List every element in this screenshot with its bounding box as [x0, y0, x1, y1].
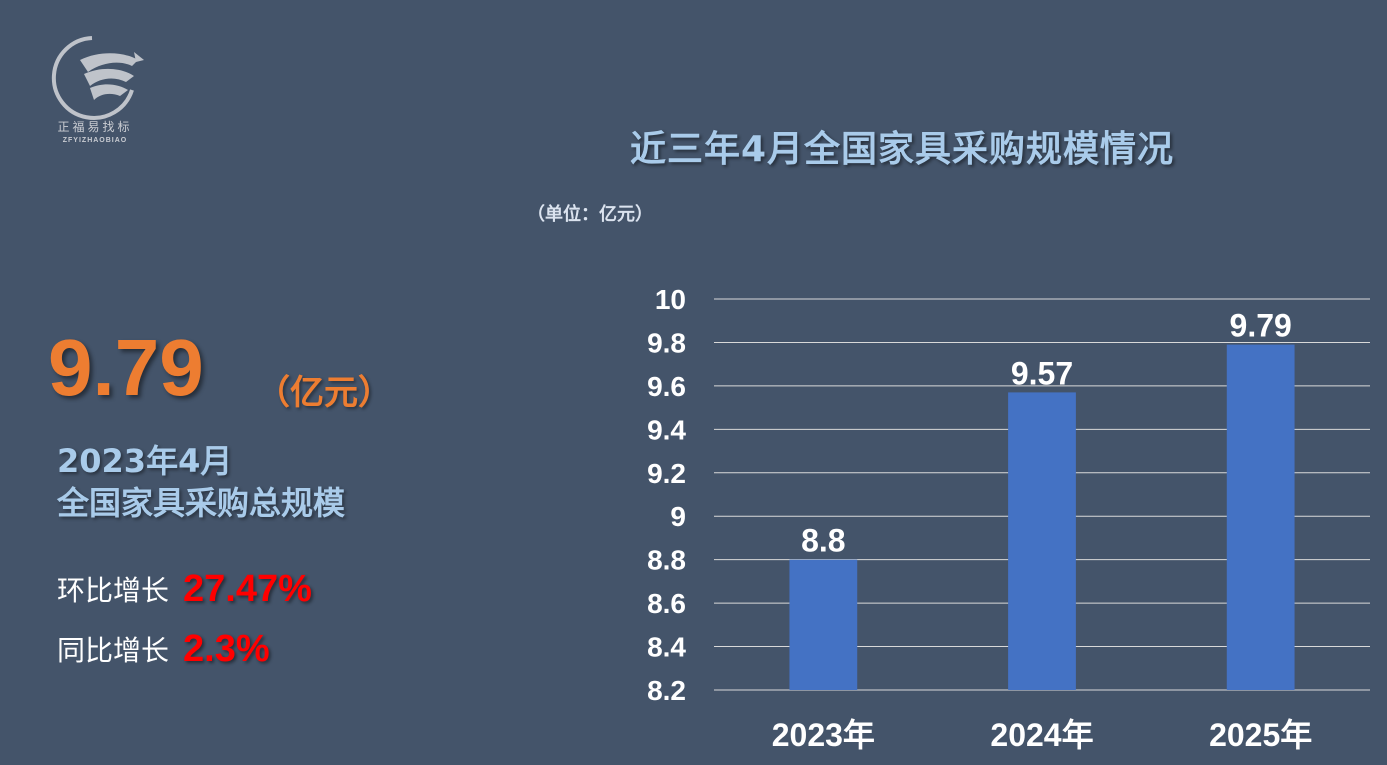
y-tick-label: 8.6 [647, 588, 686, 619]
eagle-logo-icon [51, 36, 144, 120]
y-tick-label: 8.2 [647, 675, 686, 706]
y-tick-label: 8.4 [647, 632, 686, 663]
x-category-label: 2025年 [1209, 717, 1312, 753]
stat-mom: 环比增长 27.47% [57, 565, 312, 613]
y-tick-label: 10 [655, 284, 686, 315]
y-tick-label: 9.4 [647, 414, 686, 445]
stat-yoy-value: 2.3% [183, 627, 270, 670]
data-label: 9.79 [1230, 308, 1292, 344]
bar [789, 559, 858, 690]
x-category-label: 2024年 [990, 717, 1093, 753]
y-tick-label: 9.8 [647, 327, 686, 358]
data-label: 9.57 [1011, 355, 1073, 391]
chart-title: 近三年4月全国家具采购规模情况 [630, 129, 1175, 170]
stat-mom-value: 27.47% [183, 567, 312, 610]
data-label: 8.8 [801, 523, 845, 559]
y-tick-label: 9.6 [647, 371, 686, 402]
headline-unit: （亿元） [256, 373, 392, 413]
bar [1008, 392, 1076, 690]
stat-yoy: 同比增长 2.3% [57, 625, 270, 673]
y-tick-label: 9.2 [647, 458, 686, 489]
stat-mom-label: 环比增长 [57, 574, 170, 607]
logo-name-cn: 正福易找标 [57, 120, 133, 134]
x-category-label: 2023年 [772, 717, 875, 753]
logo-name-en: ZFYIZHAOBIAO [62, 137, 128, 144]
headline-period-date: 2023年4月 [57, 442, 233, 480]
y-tick-label: 9 [670, 501, 686, 532]
stat-yoy-label: 同比增长 [57, 634, 170, 667]
headline-value: 9.79 [48, 323, 204, 412]
headline-period: 2023年4月 全国家具采购总规模 [57, 440, 345, 524]
bar [1226, 344, 1295, 690]
headline-period-desc: 全国家具采购总规模 [57, 484, 346, 522]
chart-unit-label: （单位：亿元） [527, 204, 653, 225]
y-tick-label: 8.8 [647, 545, 686, 576]
